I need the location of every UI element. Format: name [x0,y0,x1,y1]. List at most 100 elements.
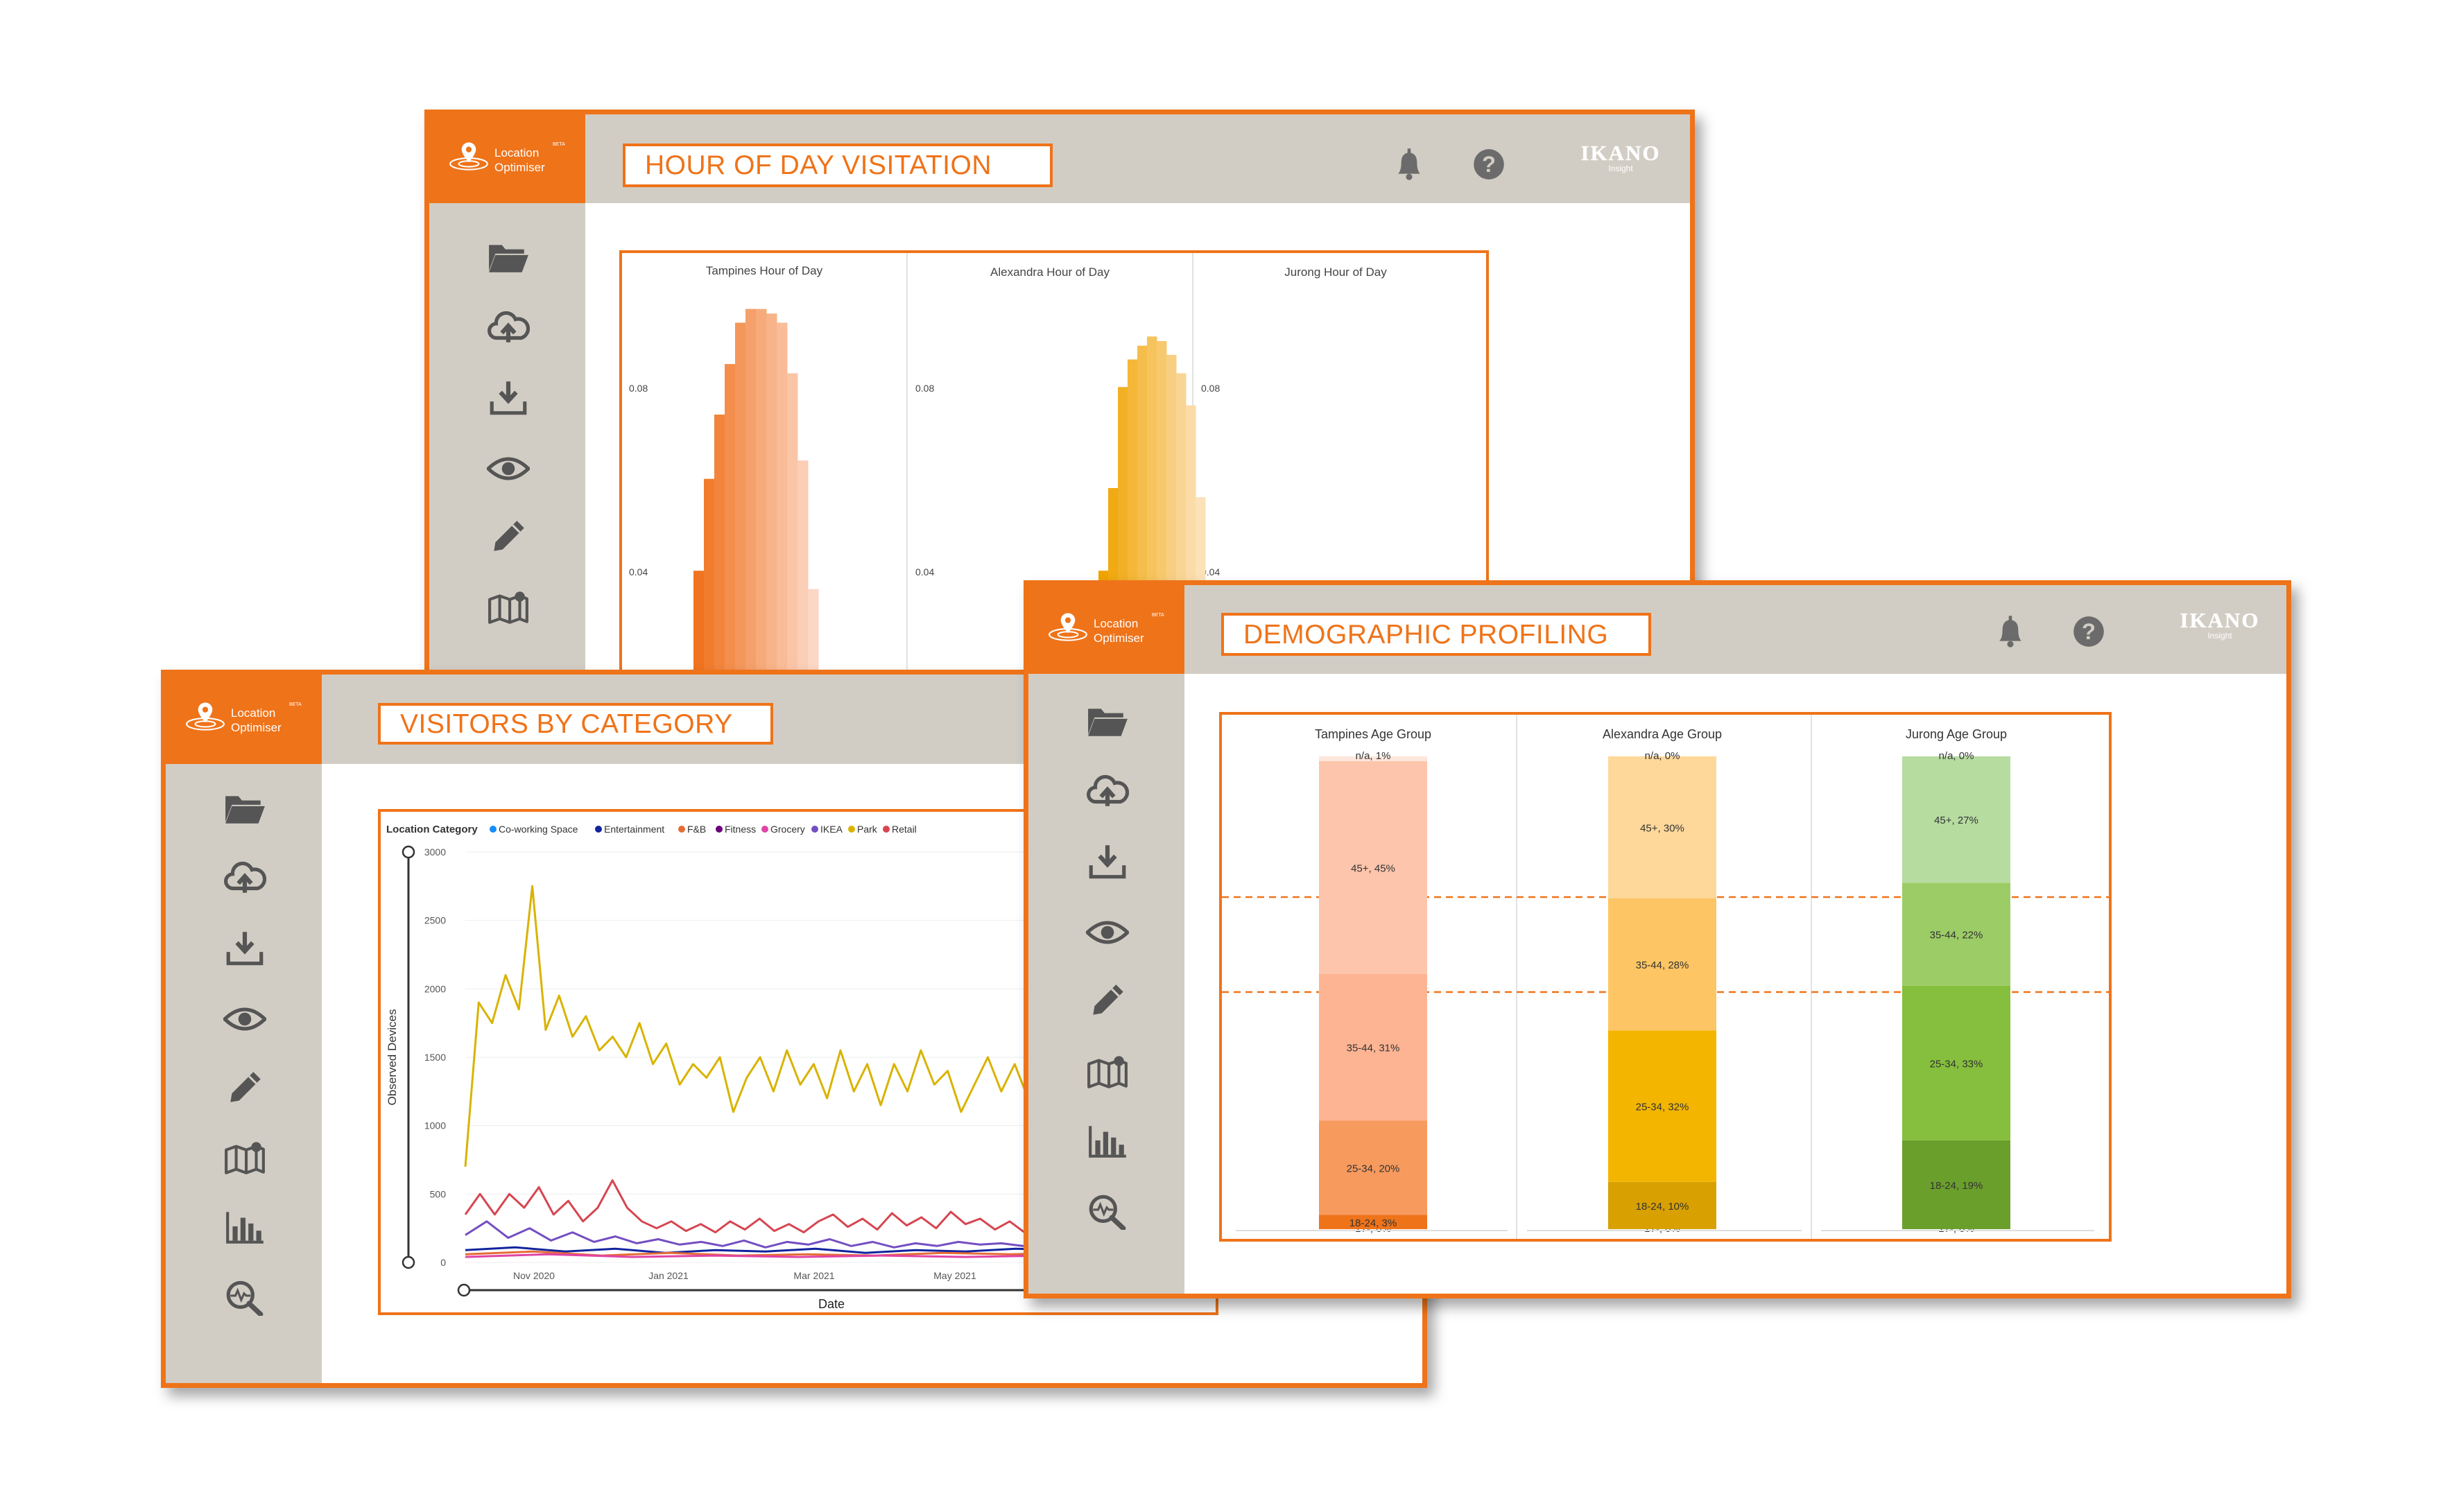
x-axis-label: Date [818,1297,845,1311]
y-tick-label: 0.08 [1201,383,1220,394]
legend-marker [490,826,497,833]
download-icon[interactable] [487,380,530,416]
eye-icon[interactable] [1086,914,1129,950]
brand-line2: Optimiser [494,161,545,174]
y-tick-label: 3000 [424,846,446,858]
brand-line2: Optimiser [1094,632,1144,645]
slider-handle [402,845,415,859]
page-title: HOUR OF DAY VISITATION [623,144,1053,187]
segment-label: n/a, 0% [1939,750,1974,762]
download-icon[interactable] [1086,844,1129,880]
legend-marker [883,826,890,833]
segment-label: n/a, 0% [1645,750,1680,762]
folder-icon[interactable] [487,239,530,275]
age-segment [1319,756,1427,761]
cloud-upload-icon[interactable] [223,860,266,896]
eye-icon[interactable] [487,451,530,487]
chart-title-tampines-hour: Tampines Hour of Day [705,264,823,277]
age-segment [1608,756,1716,898]
ikano-logo: IKANO Insight [2180,608,2260,641]
chart-legend: Location Category Co-working Space Enterta… [386,824,917,835]
y-tick-label: 0.04 [915,566,935,577]
brand-logo[interactable]: Location Optimiser BETA [166,675,322,764]
x-tick-label: Mar 2021 [793,1270,834,1281]
folder-icon[interactable] [223,790,266,826]
folder-icon[interactable] [1086,703,1129,739]
legend-marker [595,826,602,833]
chart-title: Jurong Age Group [1906,727,2007,741]
slider-handle [402,1255,415,1269]
segment-label: 25-34, 33% [1930,1058,1983,1070]
legend-marker [761,826,768,833]
brand-badge: BETA [1152,613,1164,618]
help-icon[interactable] [2072,615,2105,648]
age-segment [1608,1181,1716,1229]
age-segment [1608,1030,1716,1182]
age-segment [1902,883,2010,986]
y-tick-label: 0.08 [629,383,648,394]
demographic-window: Location Optimiser BETA DEMOGRAPHIC PROF… [1024,580,2291,1298]
chart-title-jurong-hour: Jurong Hour of Day [1284,266,1387,279]
segment-label: n/a, 1% [1356,750,1391,762]
map-icon[interactable] [1086,1052,1129,1088]
x-tick-label: Jan 2021 [648,1270,689,1281]
pencil-icon[interactable] [1086,982,1129,1018]
brand-logo[interactable]: Location Optimiser BETA [1028,585,1184,674]
segment-label: 18-24, 19% [1930,1180,1983,1192]
legend-marker [848,826,855,833]
y-tick-label: 0.04 [629,566,648,577]
page-title: VISITORS BY CATEGORY [378,703,773,745]
hour-bar [745,309,757,729]
hour-of-day-window: Location Optimiser BETA HOUR OF DAY VISI… [424,110,1695,733]
bell-icon[interactable] [1393,147,1425,182]
y-tick-label: 500 [430,1188,447,1199]
segment-label: 35-44, 28% [1636,959,1689,971]
map-icon[interactable] [223,1138,266,1174]
search-pulse-icon[interactable] [1086,1194,1129,1230]
y-tick-label: 0 [440,1257,446,1268]
legend-item: Entertainment [604,824,664,835]
sidebar [166,764,322,1383]
segment-label: 25-34, 32% [1636,1102,1689,1113]
age-segment [1902,985,2010,1140]
segment-label: 18-24, 3% [1349,1217,1397,1229]
y-tick-label: 0.08 [915,383,935,394]
legend-item: Fitness [725,824,756,835]
map-icon[interactable] [487,588,530,624]
cloud-upload-icon[interactable] [487,309,530,345]
bar-chart-icon[interactable] [1086,1123,1129,1159]
pencil-icon[interactable] [223,1069,266,1105]
bell-icon[interactable] [1994,614,2026,649]
legend-marker [811,826,818,833]
pencil-icon[interactable] [487,518,530,554]
cloud-upload-icon[interactable] [1086,773,1129,809]
brand-logo[interactable]: Location Optimiser BETA [429,114,585,203]
search-pulse-icon[interactable] [223,1280,266,1316]
legend-item: IKEA [820,824,843,835]
location-pin-icon [1046,613,1089,642]
page-title: DEMOGRAPHIC PROFILING [1221,613,1651,656]
y-tick-label: 2000 [424,983,446,994]
hour-bar [787,373,798,729]
chart-title-alexandra-hour: Alexandra Hour of Day [990,266,1110,279]
x-tick-label: Nov 2020 [513,1270,555,1281]
age-segment [1319,973,1427,1121]
y-tick-label: 0.04 [1201,566,1220,577]
eye-icon[interactable] [223,1001,266,1037]
legend-item: Grocery [770,824,805,835]
age-segment [1319,1215,1427,1229]
segment-label: 45+, 27% [1934,815,1978,826]
brand-line1: Location [1094,617,1139,630]
legend-item: F&B [687,824,706,835]
hour-bar [797,460,809,729]
chart-title: Alexandra Age Group [1603,727,1722,741]
legend-item: Park [857,824,878,835]
hour-bar [735,322,746,729]
download-icon[interactable] [223,930,266,966]
bar-chart-icon[interactable] [223,1209,266,1245]
location-pin-icon [184,702,227,731]
chart-title: Tampines Age Group [1315,727,1431,741]
ikano-logo: IKANO Insight [1580,141,1661,173]
help-icon[interactable] [1472,148,1506,181]
sidebar [429,203,585,729]
